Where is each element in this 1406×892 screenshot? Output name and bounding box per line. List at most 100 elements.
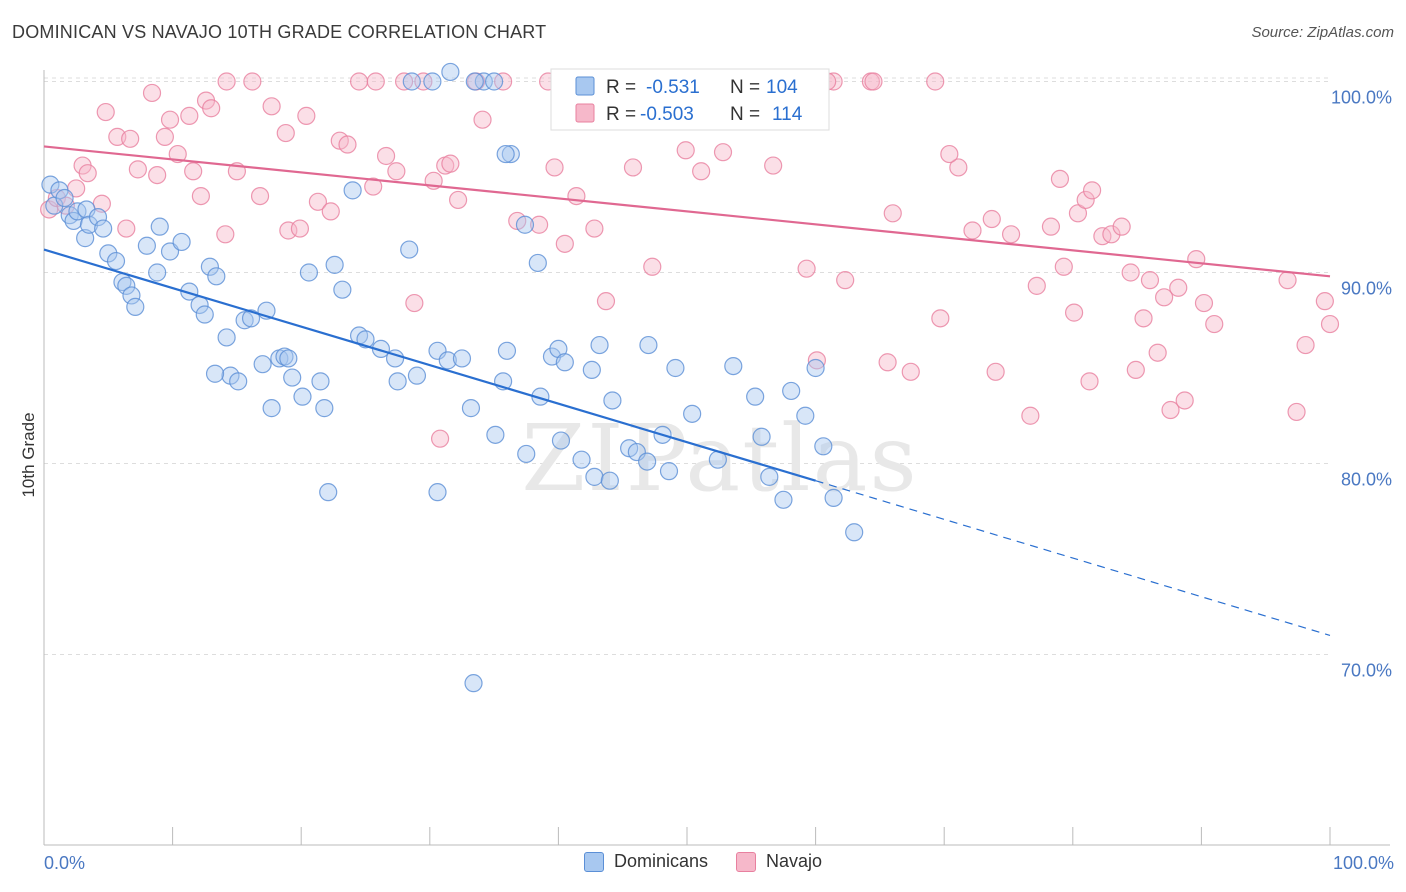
dominican-trendline	[43, 248, 816, 482]
navajo-point	[1287, 402, 1306, 422]
dominican-point	[572, 450, 591, 469]
navajo-point	[1187, 250, 1206, 269]
navajo-point	[567, 187, 586, 206]
navajo-point	[1161, 400, 1180, 420]
navajo-point	[596, 292, 616, 311]
navajo-point	[878, 353, 897, 372]
navajo-point	[764, 156, 783, 175]
dominican-point	[106, 251, 126, 271]
navajo-point	[1169, 278, 1188, 297]
legend-r-value-1: -0.531	[646, 77, 700, 98]
navajo-point	[128, 160, 147, 179]
dominican-point	[293, 387, 312, 406]
legend-n-value-2: 114	[772, 104, 803, 125]
dominican-point	[253, 355, 272, 374]
dominican-point	[752, 427, 771, 446]
legend-item-navajo[interactable]: Navajo	[736, 851, 822, 872]
navajo-point	[585, 219, 604, 238]
dominican-point	[782, 381, 801, 401]
dominican-point	[94, 219, 113, 238]
navajo-point	[290, 219, 310, 238]
dominican-point	[343, 181, 362, 200]
dominican-point	[486, 425, 505, 444]
navajo-point	[1082, 181, 1102, 200]
y-tick-label: 80.0%	[1341, 470, 1392, 490]
dominican-point	[122, 286, 141, 305]
navajo-point	[78, 164, 97, 183]
navajo-point	[1205, 314, 1224, 334]
dominican-point	[76, 229, 95, 248]
navajo-point	[180, 106, 199, 125]
dominican-point	[452, 349, 472, 368]
dominican-point	[585, 467, 604, 486]
labels-layer: 100.0% 90.0% 80.0% 70.0% 0.0% 100.0%	[44, 88, 1394, 874]
bottom-legend: Dominicans Navajo	[0, 851, 1406, 872]
navajo-point	[184, 162, 203, 181]
navajo-point	[250, 187, 270, 206]
dominican-point	[279, 349, 298, 368]
dominican-point	[315, 399, 334, 418]
dominican-point	[217, 328, 236, 347]
navajo-point	[121, 129, 140, 148]
navajo-point	[321, 202, 340, 221]
navajo-point	[797, 259, 816, 278]
navajo-point	[1140, 271, 1160, 290]
navajo-point	[160, 110, 180, 129]
dominican-point	[555, 353, 574, 372]
dominican-point	[229, 372, 248, 391]
dominican-point	[126, 297, 145, 316]
navajo-point	[931, 309, 950, 328]
navajo-point	[530, 215, 549, 234]
navajo-point	[940, 144, 959, 164]
navajo-point	[405, 293, 424, 313]
navajo-point	[364, 177, 383, 196]
dominican-point	[746, 387, 765, 406]
dominican-point	[603, 391, 622, 410]
legend-box: R = -0.531 N = 104 R = -0.503 N = 114	[550, 68, 830, 131]
dominican-point	[150, 217, 169, 236]
navajo-point	[243, 72, 262, 91]
dominican-point	[517, 444, 536, 464]
dominican-point	[88, 208, 108, 227]
navajo-point	[1054, 257, 1073, 276]
dominican-point	[639, 335, 658, 355]
navajo-point	[349, 72, 369, 91]
dominican-trendline-extension	[815, 480, 1331, 636]
navajo-point	[1112, 217, 1131, 236]
navajo-point	[1296, 335, 1315, 355]
dominican-point	[666, 358, 685, 378]
navajo-point	[982, 209, 1001, 229]
dominican-point	[824, 488, 843, 507]
dominican-point	[724, 356, 743, 376]
chart-source: Source: ZipAtlas.com	[1251, 24, 1394, 41]
dominican-point	[683, 404, 702, 423]
chart-title: DOMINICAN VS NAVAJO 10TH GRADE CORRELATI…	[12, 22, 547, 42]
dominican-point	[235, 311, 254, 330]
legend-r-value-2: -0.503	[640, 104, 694, 125]
watermark: ZIPatlas	[521, 405, 918, 512]
dominican-point	[438, 351, 457, 370]
axis-layer	[43, 70, 1390, 846]
dominican-point	[200, 257, 219, 276]
navajo-point	[1194, 293, 1214, 313]
navajo-point	[279, 221, 298, 240]
legend-n-label-2: N =	[730, 104, 760, 125]
x-tick-label-max: 100.0%	[1333, 853, 1394, 873]
dominican-point	[423, 72, 442, 91]
legend-item-dominicans[interactable]: Dominicans	[583, 851, 708, 872]
legend-r-label-2: R =	[606, 104, 636, 125]
navajo-point	[191, 187, 210, 206]
navajo-point	[276, 123, 295, 143]
navajo-point	[1126, 360, 1145, 380]
navajo-point	[1080, 372, 1099, 391]
dominican-point	[41, 175, 60, 194]
navajo-point	[864, 72, 883, 91]
y-tick-label: 90.0%	[1341, 279, 1392, 299]
dominican-point	[283, 368, 302, 387]
navajo-point	[308, 192, 328, 211]
navajo-point	[1315, 292, 1334, 311]
dominican-point	[796, 406, 815, 425]
dominican-point	[441, 62, 460, 82]
y-tick-label: 70.0%	[1341, 661, 1392, 681]
navajo-point	[926, 72, 945, 91]
